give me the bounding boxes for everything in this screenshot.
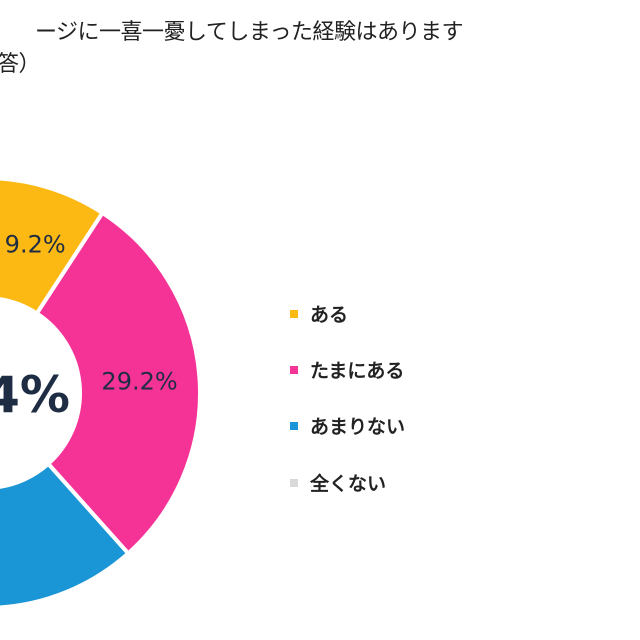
legend-swatch-icon: [290, 421, 298, 430]
legend-item-aru: ある: [290, 300, 348, 327]
legend-item-amari-nai: あまりない: [290, 412, 405, 439]
legend-swatch-icon: [290, 309, 298, 318]
chart-title-line1: ージに一喜一憂してしまった経験はあります: [34, 20, 464, 45]
data-label: 9.2%: [5, 230, 66, 258]
legend-item-mattaku-nai: 全くない: [290, 469, 386, 496]
legend-label: 全くない: [310, 473, 387, 495]
legend-label: あまりない: [310, 416, 406, 438]
chart-title-line2: 答）: [0, 52, 41, 77]
donut-slice: [0, 461, 132, 610]
data-label: 29.2%: [101, 367, 177, 395]
donut-slice: [34, 210, 202, 557]
legend-label: たまにある: [310, 360, 405, 382]
legend-swatch-icon: [290, 478, 298, 487]
center-label: 38.4%: [0, 366, 70, 424]
legend-swatch-icon: [290, 365, 298, 374]
legend-item-tamani-aru: たまにある: [290, 356, 404, 383]
legend-label: ある: [310, 304, 349, 326]
